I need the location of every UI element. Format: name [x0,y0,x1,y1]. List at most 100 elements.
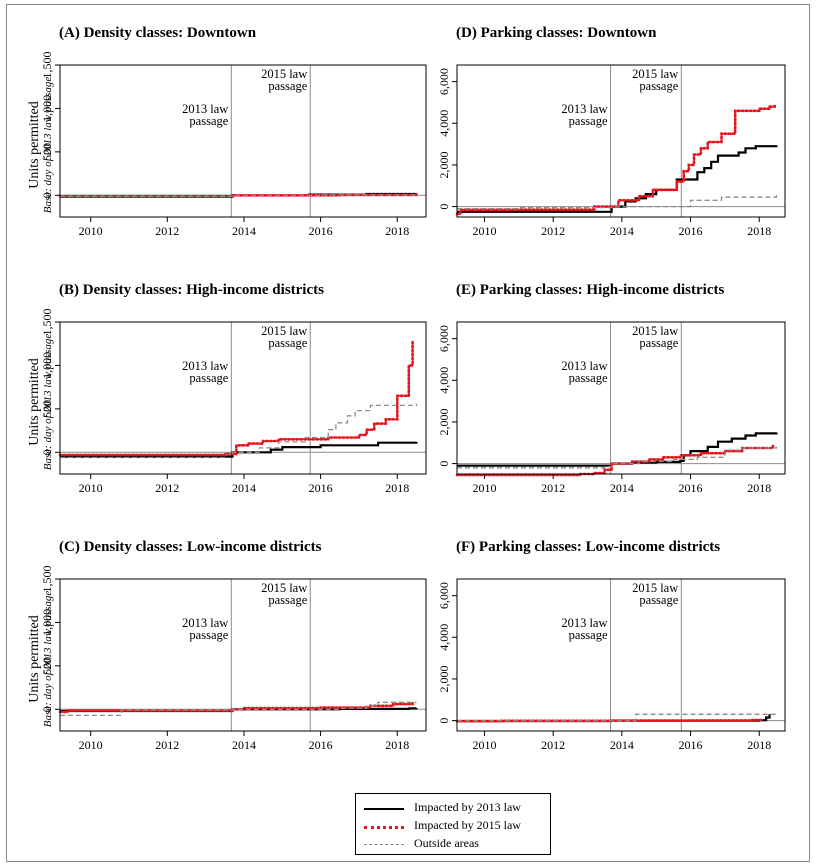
series-outside-f [457,713,777,722]
series-impacted-2015-c [58,701,414,714]
y-tick-label: 0 [40,449,54,455]
x-tick-label: 2018 [385,224,409,238]
legend-swatch-outside [364,844,404,845]
y-tick-label: 0 [40,192,54,198]
panel-c-frame [59,578,427,732]
x-tick-label: 2016 [679,481,703,495]
chart-grid: (A) Density classes: Downtown 2013 law pas… [27,25,786,752]
x-tick-label: 2018 [385,481,409,495]
vline-label-2013: 2013 law passage [561,616,608,642]
y-tick-label: 6,000 [437,68,451,95]
y-tick-label: 4,000 [437,110,451,137]
legend-item-outside: Outside areas [356,835,552,853]
vline-label-2015: 2015 law passage [261,67,308,93]
legend: Impacted by 2013 law Impacted by 2015 la… [355,793,551,855]
panel-d-frame [456,64,786,218]
series-impacted-2013-b [60,441,418,458]
vline-label-2015: 2015 law passage [632,581,679,607]
legend-label-impacted-2015: Impacted by 2015 law [414,818,521,832]
y-tick-label: 1,000 [40,352,54,379]
y-tick-label: 1,000 [40,95,54,122]
series-outside-e [457,446,778,469]
legend-swatch-impacted-2015 [364,826,404,829]
y-tick-label: 0 [437,461,451,467]
y-tick-label: 6,000 [437,582,451,609]
panel-e-title: (E) Parking classes: High-income distric… [456,282,724,298]
y-axis-label: Units permitted [27,358,42,446]
x-tick-label: 2016 [679,738,703,752]
y-axis-sublabel: Base: day of 2013 law passage [42,591,54,728]
series-impacted-2015-d [455,103,776,216]
y-axis-label: Units permitted [27,615,42,703]
series-impacted-2013-e [457,432,778,467]
panel-e-frame [456,321,786,475]
series-outside-b [60,403,418,459]
vline-label-2013: 2013 law passage [182,616,229,642]
legend-item-impacted-2013: Impacted by 2013 law [356,799,552,817]
x-tick-label: 2012 [541,224,565,238]
y-tick-label: 2,000 [437,665,451,692]
figure-frame: (A) Density classes: Downtown 2013 law pas… [6,4,810,862]
x-tick-label: 2018 [747,224,771,238]
series-impacted-2015-e [455,444,775,477]
panel-f-title: (F) Parking classes: Low-income district… [456,539,720,555]
y-tick-label: 1,500 [40,566,54,593]
panel-f-frame [456,578,786,732]
vline-label-2013: 2013 law passage [182,102,229,128]
x-tick-label: 2018 [385,738,409,752]
x-tick-label: 2014 [610,738,634,752]
y-axis-sublabel: Base: day of 2013 law passage [42,77,54,214]
series-outside-d [457,195,778,210]
series-outside-c [60,701,417,717]
vline-label-2013: 2013 law passage [182,359,229,385]
vline-label-2013: 2013 law passage [561,102,608,128]
x-tick-label: 2012 [155,224,179,238]
x-tick-label: 2014 [232,481,256,495]
y-tick-label: 0 [40,706,54,712]
x-tick-label: 2012 [155,738,179,752]
x-tick-label: 2016 [679,224,703,238]
y-tick-label: 6,000 [437,325,451,352]
y-tick-label: 1,500 [40,52,54,79]
vline-label-2015: 2015 law passage [261,324,308,350]
panel-c-title: (C) Density classes: Low-income district… [59,539,322,555]
x-tick-label: 2014 [610,224,634,238]
panel-b-title: (B) Density classes: High-income distric… [59,282,324,298]
y-tick-label: 1,000 [40,609,54,636]
vline-label-2013: 2013 law passage [561,359,608,385]
vline-label-2015: 2015 law passage [632,67,679,93]
legend-label-impacted-2013: Impacted by 2013 law [414,800,521,814]
legend-item-impacted-2015: Impacted by 2015 law [356,817,552,835]
x-tick-label: 2010 [79,224,103,238]
panel-c: (C) Density classes: Low-income district… [27,539,427,752]
panel-b: (B) Density classes: High-income distric… [27,282,427,495]
x-tick-label: 2014 [232,224,256,238]
x-tick-label: 2016 [309,481,333,495]
x-tick-label: 2018 [747,738,771,752]
panel-d: (D) Parking classes: Downtown 2013 law pas… [437,25,786,238]
series-impacted-2013-d [457,145,778,213]
panel-f: (F) Parking classes: Low-income district… [437,539,786,752]
y-tick-label: 1,500 [40,309,54,336]
series-impacted-2015-b [58,339,414,457]
panel-d-title: (D) Parking classes: Downtown [456,25,657,41]
panel-e: (E) Parking classes: High-income distric… [437,282,786,495]
x-tick-label: 2014 [610,481,634,495]
panel-a-frame [59,64,427,218]
y-tick-label: 500 [40,143,54,161]
y-tick-label: 4,000 [437,624,451,651]
x-tick-label: 2012 [541,481,565,495]
vline-label-2015: 2015 law passage [261,581,308,607]
vline-label-2015: 2015 law passage [632,324,679,350]
legend-label-outside: Outside areas [414,836,479,850]
x-tick-label: 2012 [155,481,179,495]
x-tick-label: 2018 [747,481,771,495]
y-tick-label: 2,000 [437,151,451,178]
x-tick-label: 2010 [472,738,496,752]
panel-a-title: (A) Density classes: Downtown [59,25,257,41]
series-outside-a [60,194,418,197]
y-axis-label: Units permitted [27,101,42,189]
y-tick-label: 4,000 [437,367,451,394]
x-tick-label: 2010 [472,481,496,495]
y-tick-label: 0 [437,204,451,210]
